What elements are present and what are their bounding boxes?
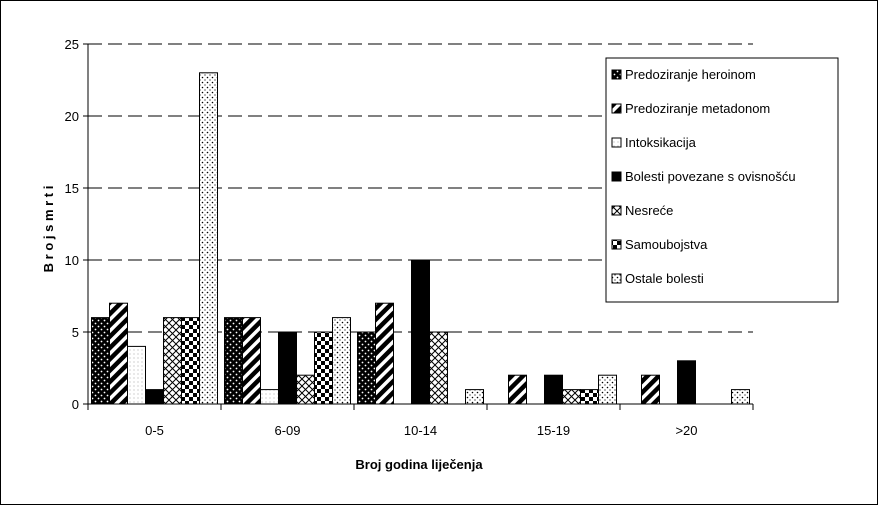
legend-swatch (611, 171, 622, 182)
legend-swatch (611, 69, 622, 80)
bar (731, 389, 750, 405)
bar (314, 331, 333, 405)
bar (677, 360, 696, 405)
bar (562, 389, 581, 405)
x-axis-title: Broj godina liječenja (355, 457, 483, 472)
legend-label: Intoksikacija (625, 135, 697, 150)
bar (91, 317, 110, 405)
x-tick-label: 15-19 (537, 423, 570, 438)
bar (411, 259, 430, 405)
bars-group (91, 72, 750, 405)
x-tick-label: 10-14 (404, 423, 437, 438)
y-tick-label: 10 (65, 253, 79, 268)
y-tick-label: 15 (65, 181, 79, 196)
axes-group (83, 43, 754, 410)
x-tick-label: >20 (675, 423, 697, 438)
y-tick-label: 20 (65, 109, 79, 124)
legend-swatch (611, 239, 622, 250)
legend-label: Bolesti povezane s ovisnošću (625, 169, 796, 184)
bar (429, 331, 448, 405)
bar (465, 389, 484, 405)
y-tick-label: 25 (65, 37, 79, 52)
legend-label: Samoubojstva (625, 237, 708, 252)
bar (199, 72, 218, 405)
legend-label: Predoziranje heroinom (625, 67, 756, 82)
bar (580, 389, 599, 405)
legend-swatch (611, 273, 622, 284)
bar (641, 374, 660, 405)
y-tick-label: 0 (72, 397, 79, 412)
bar (544, 374, 563, 405)
bar (109, 302, 128, 405)
bar (278, 331, 297, 405)
bar (296, 374, 315, 405)
bar (163, 317, 182, 405)
legend: Predoziranje heroinom Predoziranje metado… (605, 57, 839, 303)
bar (598, 374, 617, 405)
bar (332, 317, 351, 405)
bar (357, 331, 376, 405)
legend-swatch (611, 103, 622, 114)
bar (181, 317, 200, 405)
bar (260, 389, 279, 405)
legend-label: Predoziranje metadonom (625, 101, 770, 116)
bar (242, 317, 261, 405)
legend-label: Ostale bolesti (625, 271, 704, 286)
bar (508, 374, 527, 405)
bar (127, 345, 146, 405)
legend-box (605, 57, 839, 303)
x-tick-labels: 0-5 6-09 10-14 15-19 >20 (145, 423, 697, 438)
y-axis-title: B r o j s m r t i (41, 186, 56, 273)
x-tick-label: 0-5 (145, 423, 164, 438)
legend-label: Nesreće (625, 203, 673, 218)
legend-swatch (611, 205, 622, 216)
y-tick-labels: 0 5 10 15 20 25 (65, 37, 79, 412)
bar (375, 302, 394, 405)
bar (145, 389, 164, 405)
y-tick-label: 5 (72, 325, 79, 340)
legend-swatch (611, 137, 622, 148)
bar (224, 317, 243, 405)
x-tick-label: 6-09 (274, 423, 300, 438)
